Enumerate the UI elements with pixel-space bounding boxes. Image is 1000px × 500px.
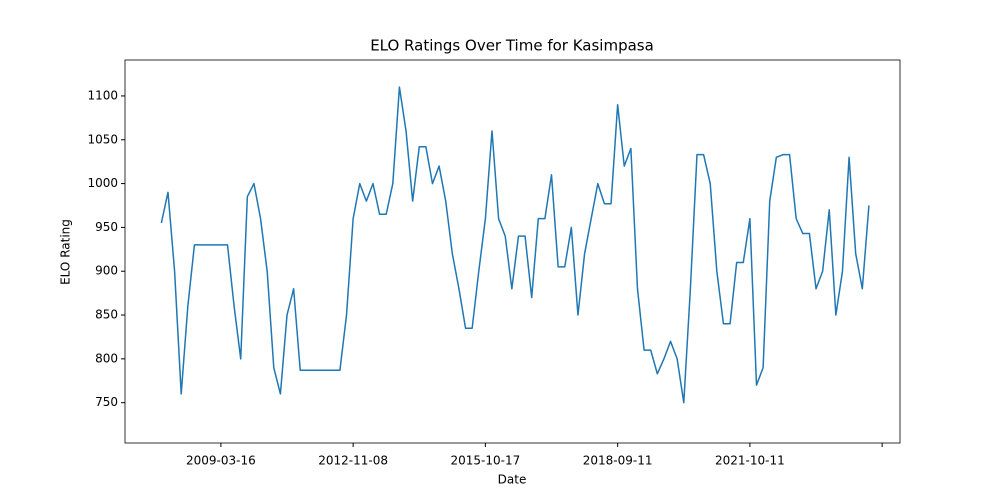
chart-title: ELO Ratings Over Time for Kasimpasa (370, 37, 654, 55)
y-tick-label: 800 (95, 351, 118, 365)
x-tick-label: 2012-11-08 (318, 454, 388, 468)
data-line (160, 86, 870, 404)
x-tick-label: 2018-09-11 (583, 454, 653, 468)
y-tick-label: 1000 (87, 176, 118, 190)
plot-frame (124, 59, 901, 444)
y-tick-label: 900 (95, 264, 118, 278)
y-tick-label: 750 (95, 395, 118, 409)
y-axis-label: ELO Rating (59, 219, 73, 285)
y-tick-label: 1050 (87, 132, 118, 146)
y-tick-label: 950 (95, 220, 118, 234)
x-tick-label: 2015-10-17 (451, 454, 521, 468)
x-tick-label: 2009-03-16 (186, 454, 256, 468)
x-tick-label: 2021-10-11 (715, 454, 785, 468)
y-tick-label: 850 (95, 308, 118, 322)
y-tick-label: 1100 (87, 88, 118, 102)
x-axis-label: Date (498, 473, 527, 487)
